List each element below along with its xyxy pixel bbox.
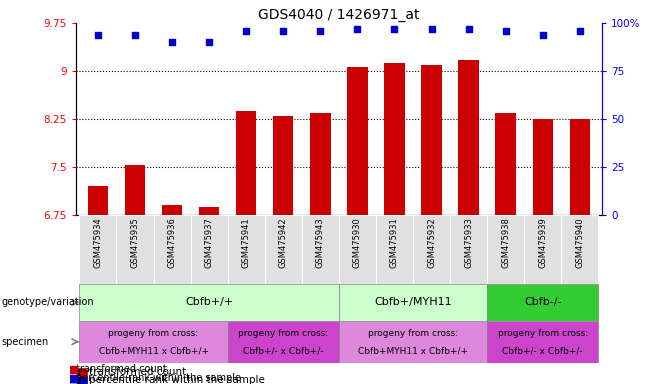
Bar (570, 119, 590, 215)
Text: percentile rank within the sample: percentile rank within the sample (76, 373, 241, 383)
Bar (302, 215, 339, 284)
Bar (450, 215, 487, 284)
Point (278, 28, 288, 34)
Text: ■ percentile rank within the sample: ■ percentile rank within the sample (76, 375, 265, 384)
Text: GSM475930: GSM475930 (353, 217, 362, 268)
Point (574, 28, 585, 34)
Bar (153, 215, 191, 284)
Text: progeny from cross:: progeny from cross: (238, 329, 328, 338)
Bar (384, 63, 405, 215)
Text: GSM475932: GSM475932 (427, 217, 436, 268)
Text: GSM475943: GSM475943 (316, 217, 325, 268)
Text: Cbfb+/+: Cbfb+/+ (185, 297, 233, 308)
Point (352, 26, 363, 32)
Text: GSM475936: GSM475936 (168, 217, 176, 268)
Bar (561, 215, 598, 284)
Bar (487, 215, 524, 284)
Text: progeny from cross:: progeny from cross: (109, 329, 199, 338)
Bar (495, 113, 516, 215)
Text: GSM475942: GSM475942 (279, 217, 288, 268)
Point (390, 26, 400, 32)
Text: progeny from cross:: progeny from cross: (497, 329, 588, 338)
Text: ■: ■ (69, 364, 80, 374)
Point (463, 26, 474, 32)
Point (130, 31, 140, 38)
Bar (459, 60, 479, 215)
Text: Cbfb+MYH11 x Cbfb+/+: Cbfb+MYH11 x Cbfb+/+ (99, 346, 209, 356)
Bar (487, 321, 598, 363)
Point (204, 39, 215, 45)
Bar (273, 116, 293, 215)
Text: Cbfb+/MYH11: Cbfb+/MYH11 (374, 297, 452, 308)
Bar (116, 215, 153, 284)
Bar (413, 215, 450, 284)
Text: ■: ■ (78, 376, 88, 384)
Bar (88, 186, 108, 215)
Text: progeny from cross:: progeny from cross: (368, 329, 458, 338)
Text: GSM475935: GSM475935 (130, 217, 139, 268)
Bar (347, 67, 368, 215)
Bar (532, 119, 553, 215)
Point (241, 28, 251, 34)
Bar (524, 215, 561, 284)
Point (166, 39, 177, 45)
Text: Cbfb+MYH11 x Cbfb+/+: Cbfb+MYH11 x Cbfb+/+ (358, 346, 468, 356)
Bar (236, 111, 257, 215)
Bar (376, 215, 413, 284)
Point (93, 31, 103, 38)
Text: ■: ■ (78, 368, 88, 378)
Bar (487, 284, 598, 321)
Point (315, 28, 326, 34)
Bar (421, 65, 442, 215)
Bar (310, 113, 330, 215)
Bar (339, 284, 487, 321)
Text: GSM475940: GSM475940 (575, 217, 584, 268)
Text: genotype/variation: genotype/variation (1, 297, 94, 308)
Bar (265, 215, 302, 284)
Point (426, 26, 437, 32)
Text: ■: ■ (69, 373, 80, 383)
Text: GSM475933: GSM475933 (464, 217, 473, 268)
Text: Cbfb+/- x Cbfb+/-: Cbfb+/- x Cbfb+/- (503, 346, 583, 356)
Bar (80, 284, 339, 321)
Text: GSM475931: GSM475931 (390, 217, 399, 268)
Bar (339, 321, 487, 363)
Bar (80, 321, 228, 363)
Title: GDS4040 / 1426971_at: GDS4040 / 1426971_at (258, 8, 420, 22)
Text: Cbfb+/- x Cbfb+/-: Cbfb+/- x Cbfb+/- (243, 346, 324, 356)
Text: GSM475937: GSM475937 (205, 217, 214, 268)
Text: GSM475934: GSM475934 (93, 217, 103, 268)
Text: specimen: specimen (1, 337, 49, 347)
Bar (162, 205, 182, 215)
Bar (199, 207, 219, 215)
Bar (191, 215, 228, 284)
Point (501, 28, 511, 34)
Bar (80, 215, 116, 284)
Text: transformed count: transformed count (76, 364, 166, 374)
Text: ■ transformed count: ■ transformed count (76, 367, 186, 377)
Text: GSM475939: GSM475939 (538, 217, 547, 268)
Bar (339, 215, 376, 284)
Text: GSM475941: GSM475941 (241, 217, 251, 268)
Text: GSM475938: GSM475938 (501, 217, 510, 268)
Bar (125, 165, 145, 215)
Bar (228, 321, 339, 363)
Bar (228, 215, 265, 284)
Point (538, 31, 548, 38)
Text: Cbfb-/-: Cbfb-/- (524, 297, 561, 308)
